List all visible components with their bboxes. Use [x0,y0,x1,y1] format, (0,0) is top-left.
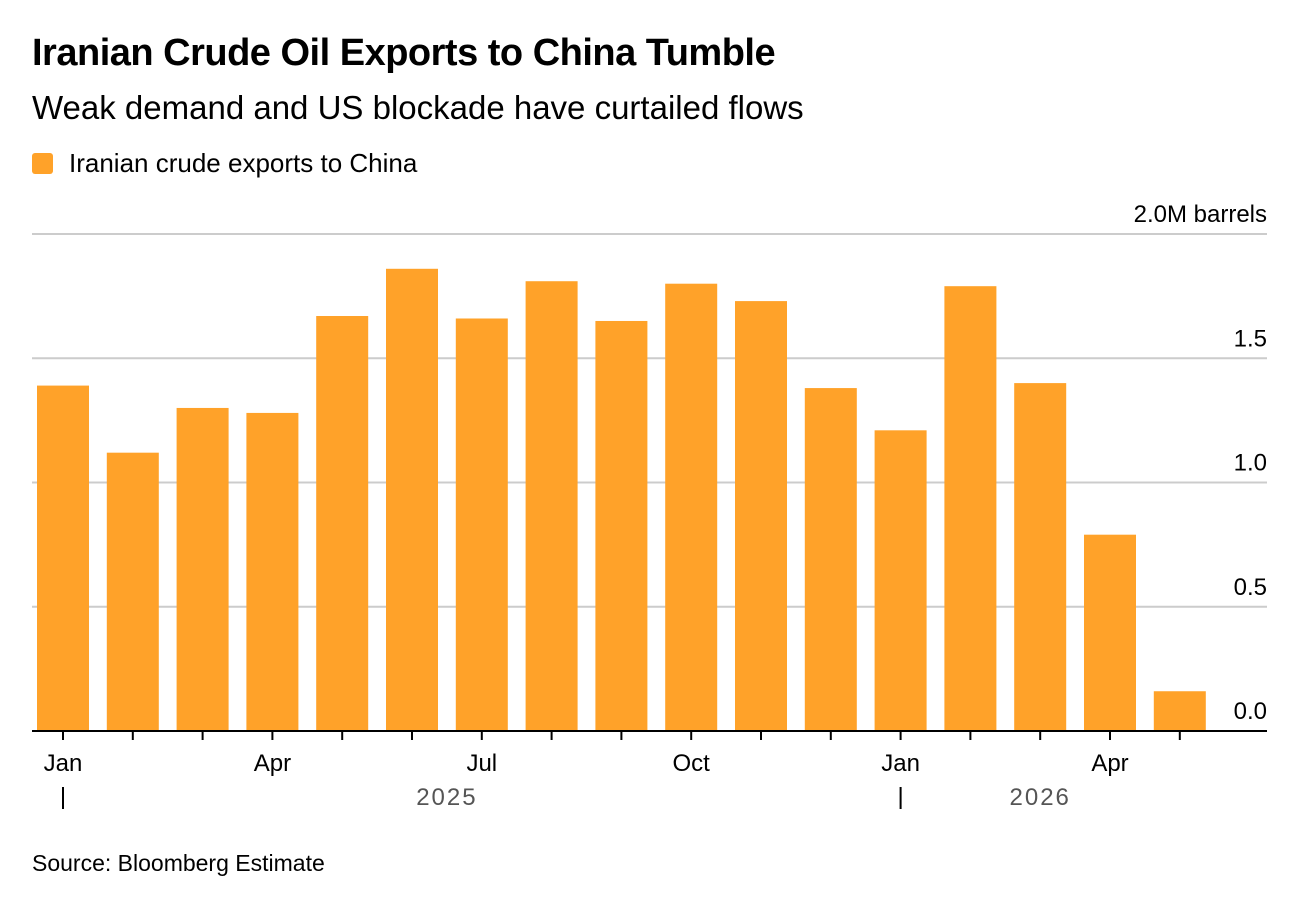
year-label: 2025 [416,784,477,811]
bar [316,316,369,731]
bar [386,268,438,731]
bar [176,407,229,731]
x-tick-label: Jul [466,750,497,777]
chart-title: Iranian Crude Oil Exports to China Tumbl… [32,32,776,74]
bar [246,412,299,731]
chart-subtitle: Weak demand and US blockade have curtail… [32,89,804,126]
bar [944,286,997,731]
bar [37,385,89,731]
bar [874,430,927,731]
legend: Iranian crude exports to China [32,146,417,180]
bar [595,320,648,731]
legend-swatch [32,152,53,174]
x-tick-label: Apr [254,750,291,777]
year-label: 2026 [1010,784,1071,811]
bar-chart: 0.0 0.5 1.0 1.5 2.0M barrels Jan Apr Jul Oct Jan A… [32,201,1267,811]
bar [525,281,578,731]
bar [1153,691,1206,731]
bar [804,388,857,731]
y-tick-label: 0.0 [1234,698,1267,725]
legend-label: Iranian crude exports to China [69,147,418,178]
y-tick-label: 1.5 [1234,325,1267,352]
bar [1084,534,1136,731]
x-tick-label: Jan [881,750,920,777]
y-tick-label: 2.0M barrels [1134,201,1267,228]
source-note: Source: Bloomberg Estimate [32,850,325,876]
bar [735,301,787,731]
x-tick-label: Jan [44,750,83,777]
bar [455,318,508,731]
y-tick-label: 1.0 [1234,450,1267,477]
x-tick-label: Apr [1091,750,1128,777]
bar [106,452,159,731]
x-tick-label: Oct [673,750,711,777]
y-tick-label: 0.5 [1234,574,1267,601]
bar [1014,383,1067,731]
bar [665,283,718,731]
